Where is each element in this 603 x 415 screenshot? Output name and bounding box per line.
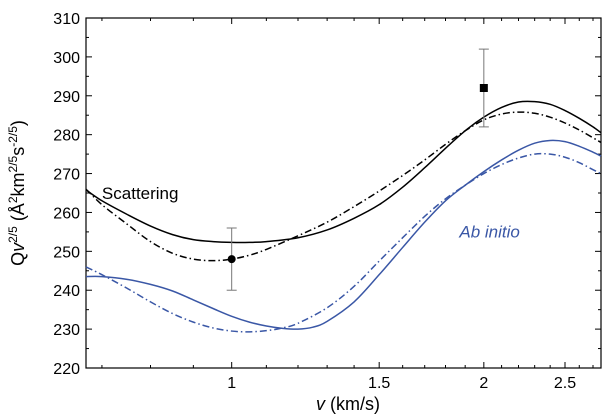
series-line-0 [85,100,602,244]
data-points [226,48,489,291]
y-tick-label: 280 [53,128,80,145]
series-line-3 [85,152,602,333]
x-axis: 1 1.5 2 2.5 [101,18,594,392]
series-line-2 [85,139,602,330]
annotation-ab-initio: Ab initio [458,223,519,242]
x-tick-label: 1 [227,375,236,392]
x-tick-label: 2.5 [554,375,576,392]
y-tick-label: 290 [53,89,80,106]
y-tick-label: 260 [53,205,80,222]
y-axis: 220 230 240 250 260 270 280 290 300 310 [53,11,601,378]
x-tick-label: 1.5 [368,375,390,392]
data-point-square [479,84,488,92]
x-tick-label: 2 [479,375,488,392]
data-point-circle [227,255,236,264]
y-tick-label: 250 [53,244,80,261]
y-tick-label: 240 [53,283,80,300]
series-lines [85,100,602,333]
annotations: Scattering Ab initio [102,184,520,242]
annotation-scattering: Scattering [102,184,179,203]
x-axis-title: v (km/s) [316,394,380,414]
y-tick-label: 230 [53,322,80,339]
y-axis-title: Qv2/5 (Å2km2/5s-2/5) [6,120,28,266]
y-tick-label: 220 [53,361,80,378]
y-tick-label: 300 [53,50,80,67]
y-tick-label: 310 [53,11,80,28]
y-tick-label: 270 [53,167,80,184]
